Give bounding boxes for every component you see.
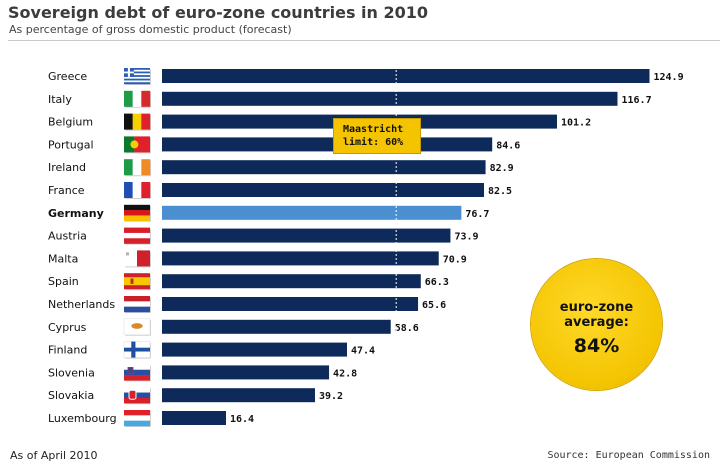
source-note: Source: European Commission: [547, 450, 710, 461]
bar: [162, 342, 348, 357]
portugal-flag-icon: [124, 136, 151, 154]
greece-flag-icon: [124, 68, 151, 85]
cyprus-flag-icon: [123, 318, 151, 336]
bar: [162, 274, 421, 289]
category-label: Ireland: [48, 161, 86, 174]
bar: [162, 411, 227, 425]
value-label: 124.9: [654, 72, 684, 83]
bar: [162, 251, 439, 266]
euro-zone-average-badge: euro-zone average: 84%: [531, 259, 662, 390]
bar: [162, 183, 485, 197]
germany-flag-icon: [124, 204, 151, 222]
category-label: Slovenia: [48, 366, 95, 379]
category-label: Malta: [48, 252, 78, 265]
category-label: Italy: [48, 93, 72, 106]
france-flag-icon: [124, 182, 151, 199]
title-divider: [8, 40, 720, 41]
average-value: 84%: [573, 335, 620, 357]
chart-title: Sovereign debt of euro-zone countries in…: [8, 3, 429, 22]
category-label: Cyprus: [48, 321, 87, 334]
ireland-flag-icon: [124, 159, 151, 177]
category-label: Netherlands: [48, 298, 115, 311]
slovakia-flag-icon: [124, 387, 151, 405]
bar: [162, 297, 419, 311]
value-label: 16.4: [230, 414, 254, 425]
category-label: Germany: [48, 207, 104, 220]
category-label: Spain: [48, 275, 79, 288]
category-label: Slovakia: [48, 389, 94, 402]
bar: [162, 365, 330, 380]
category-label: France: [48, 184, 85, 197]
value-label: 65.6: [422, 300, 446, 311]
category-label: Greece: [48, 70, 87, 83]
value-label: 39.2: [319, 391, 343, 402]
value-label: 76.7: [465, 209, 489, 220]
netherlands-flag-icon: [124, 296, 151, 313]
category-label: Finland: [48, 344, 87, 357]
luxembourg-flag-icon: [124, 410, 151, 427]
austria-flag-icon: [124, 227, 151, 245]
value-label: 42.8: [333, 368, 357, 379]
category-label: Portugal: [48, 138, 94, 151]
value-label: 84.6: [496, 140, 520, 151]
bar: [162, 137, 493, 152]
spain-flag-icon: [124, 273, 151, 291]
category-label: Luxembourg: [48, 412, 117, 425]
value-label: 82.9: [490, 163, 514, 174]
value-label: 116.7: [621, 95, 651, 106]
bar: [162, 160, 486, 175]
footnote: As of April 2010: [10, 449, 98, 462]
bar: [162, 91, 618, 106]
category-label: Austria: [48, 230, 87, 243]
bar: [162, 205, 462, 220]
chart-subtitle: As percentage of gross domestic product …: [9, 23, 292, 36]
bar: [162, 69, 650, 83]
value-label: 58.6: [395, 323, 419, 334]
slovenia-flag-icon: [124, 364, 151, 382]
malta-flag-icon: [124, 250, 151, 268]
value-label: 101.2: [561, 118, 591, 129]
value-label: 70.9: [443, 254, 467, 265]
italy-flag-icon: [124, 90, 151, 108]
value-label: 73.9: [454, 232, 478, 243]
value-label: 82.5: [488, 186, 512, 197]
belgium-flag-icon: [124, 113, 151, 131]
bar: [162, 228, 451, 243]
bar: [162, 388, 316, 403]
bar: [162, 319, 391, 334]
value-label: 66.3: [425, 277, 449, 288]
value-label: 47.4: [351, 346, 375, 357]
average-label: euro-zone average:: [559, 300, 634, 330]
category-label: Belgium: [48, 116, 93, 129]
finland-flag-icon: [123, 341, 151, 359]
maastricht-limit-label: Maastricht limit: 60%: [333, 118, 421, 154]
